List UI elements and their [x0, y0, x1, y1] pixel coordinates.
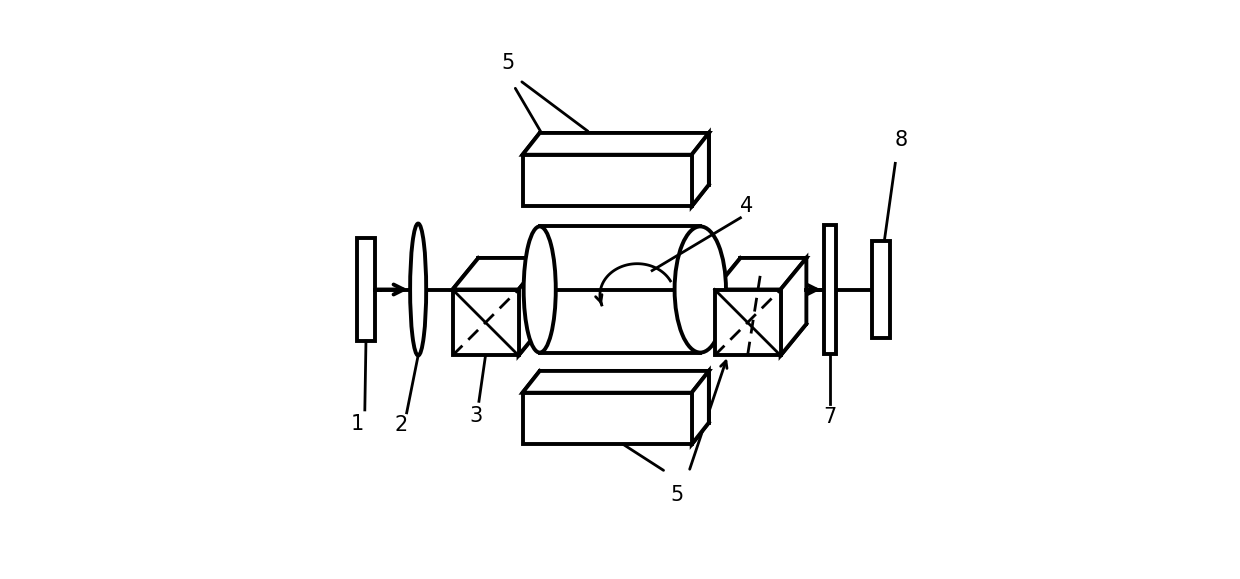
Polygon shape	[780, 258, 806, 356]
Polygon shape	[692, 133, 709, 206]
Polygon shape	[518, 258, 544, 356]
Polygon shape	[714, 258, 806, 290]
Ellipse shape	[675, 226, 725, 353]
Text: 4: 4	[739, 196, 753, 217]
Text: 1: 1	[351, 414, 365, 434]
Bar	[714, 290, 780, 356]
Bar	[872, 241, 889, 338]
Text: 2: 2	[394, 415, 408, 435]
Bar	[522, 155, 692, 206]
Bar	[357, 238, 374, 341]
Polygon shape	[522, 371, 709, 393]
Bar	[453, 290, 518, 356]
Bar	[823, 225, 836, 354]
Polygon shape	[453, 258, 544, 290]
Bar	[522, 393, 692, 444]
Text: 5: 5	[501, 53, 515, 73]
Text: 5: 5	[671, 485, 684, 505]
Polygon shape	[522, 133, 709, 155]
Polygon shape	[692, 371, 709, 444]
Ellipse shape	[410, 223, 427, 356]
Text: 3: 3	[469, 406, 482, 426]
Text: 8: 8	[894, 130, 908, 151]
Text: 7: 7	[823, 407, 837, 427]
Ellipse shape	[523, 226, 556, 353]
